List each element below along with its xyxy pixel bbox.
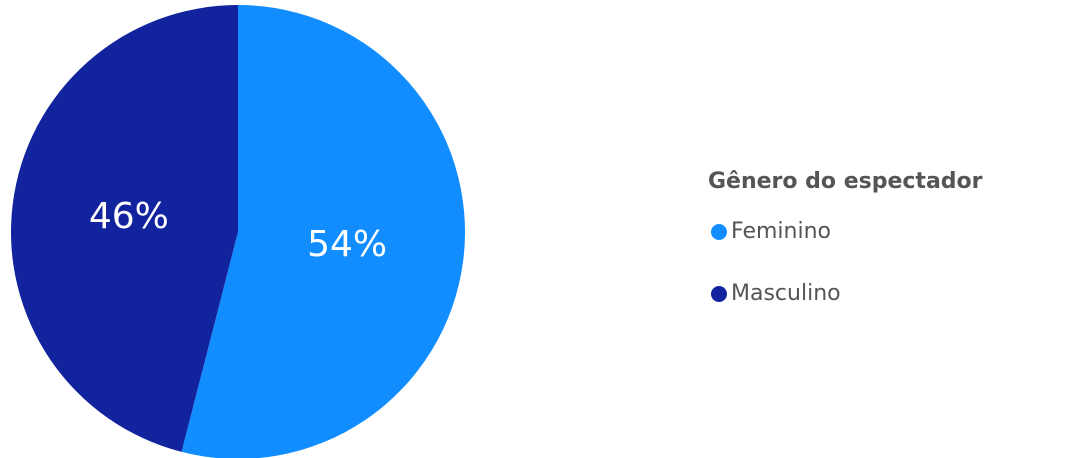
legend-title: Gênero do espectador xyxy=(708,169,983,194)
pie-slice xyxy=(11,5,239,452)
legend-label: Feminino xyxy=(731,219,831,244)
legend-marker xyxy=(711,286,727,302)
legend-marker xyxy=(711,224,727,240)
pie-slice xyxy=(181,5,465,458)
legend-label: Masculino xyxy=(731,281,841,306)
data-label: 54% xyxy=(307,224,387,265)
data-label: 46% xyxy=(89,196,169,237)
